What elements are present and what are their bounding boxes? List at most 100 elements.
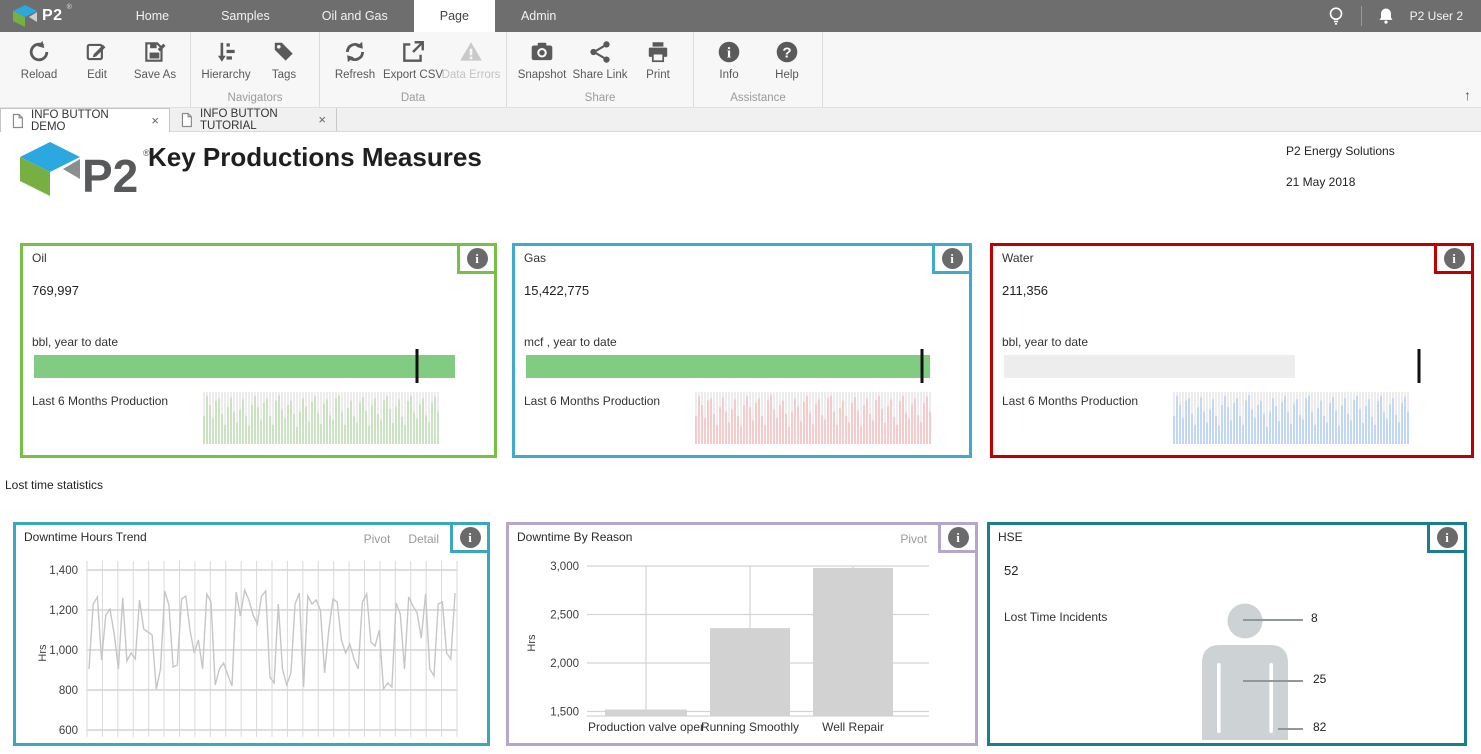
report-date: 21 May 2018: [1286, 175, 1355, 189]
snapshot-button[interactable]: Snapshot: [513, 34, 571, 91]
svg-text:Hrs: Hrs: [37, 644, 49, 662]
sparkline-label: Last 6 Months Production: [524, 394, 660, 408]
hierarchy-label: Hierarchy: [201, 69, 250, 81]
svg-text:P2: P2: [82, 150, 138, 200]
callout-line-head: [1243, 619, 1303, 621]
info-button[interactable]: i: [938, 522, 978, 553]
bullet-fill: [526, 355, 930, 378]
hierarchy-icon: [213, 39, 239, 65]
info-button[interactable]: i: [457, 243, 497, 274]
nav-item-page[interactable]: Page: [414, 0, 495, 32]
person-figure-icon: [1195, 601, 1295, 743]
panel-links: Pivot Detail: [364, 532, 439, 546]
edit-icon: [84, 39, 110, 65]
tab-info-button-demo[interactable]: INFO BUTTON DEMO ×: [0, 108, 170, 132]
data-errors-button[interactable]: Data Errors: [442, 34, 500, 91]
nav-item-home[interactable]: Home: [110, 0, 195, 32]
collapse-ribbon-button[interactable]: ↑: [1464, 87, 1471, 103]
warning-icon: [458, 39, 484, 65]
detail-link[interactable]: Detail: [408, 532, 439, 546]
svg-text:1,000: 1,000: [49, 645, 78, 657]
tab-label: INFO BUTTON TUTORIAL: [200, 108, 311, 132]
hse-label: Lost Time Incidents: [1004, 610, 1107, 624]
topbar-divider: [1361, 6, 1362, 26]
section-label: Lost time statistics: [5, 478, 103, 492]
brand-registered-mark: ®: [67, 4, 72, 11]
info-icon: i: [1444, 248, 1465, 269]
bullet-target-marker: [920, 349, 923, 383]
callout-value-hand: 82: [1313, 720, 1326, 734]
svg-text:1,500: 1,500: [550, 707, 579, 719]
kpi-card-oil: Oil i 769,997 bbl, year to date Last 6 M…: [20, 243, 497, 458]
camera-icon: [529, 39, 555, 65]
hierarchy-button[interactable]: Hierarchy: [197, 34, 255, 91]
export-icon: [400, 39, 426, 65]
share-link-button[interactable]: Share Link: [571, 34, 629, 91]
export-csv-button[interactable]: Export CSV: [384, 34, 442, 91]
info-button[interactable]: i Info: [700, 34, 758, 91]
bullet-target-marker: [1418, 349, 1421, 383]
info-button[interactable]: i: [1434, 243, 1474, 274]
svg-text:Running Smoothly: Running Smoothly: [701, 720, 799, 734]
nav-item-admin[interactable]: Admin: [495, 0, 582, 32]
refresh-button[interactable]: Refresh: [326, 34, 384, 91]
refresh-icon: [342, 39, 368, 65]
info-button[interactable]: i: [450, 522, 490, 553]
svg-text:Production valve oper: Production valve oper: [588, 720, 704, 734]
info-button[interactable]: i: [932, 243, 972, 274]
tag-icon: [271, 39, 297, 65]
callout-value-head: 8: [1311, 611, 1318, 625]
hse-value: 52: [1004, 563, 1018, 578]
svg-text:600: 600: [59, 725, 78, 737]
close-icon[interactable]: ×: [151, 113, 159, 128]
kpi-card-water: Water i 211,356 bbl, year to date Last 6…: [990, 243, 1474, 458]
pivot-link[interactable]: Pivot: [900, 532, 927, 546]
kpi-unit: bbl, year to date: [32, 335, 118, 349]
app-window: P2 ® Home Samples Oil and Gas Page Admin…: [0, 0, 1481, 754]
panel-title: Downtime By Reason: [517, 530, 632, 544]
kpi-card-gas: Gas i 15,422,775 mcf , year to date Last…: [512, 243, 972, 458]
svg-text:3,000: 3,000: [550, 561, 579, 573]
printer-icon: [645, 39, 671, 65]
nav-item-oil-and-gas[interactable]: Oil and Gas: [296, 0, 414, 32]
help-icon: ?: [774, 39, 800, 65]
page-content: P2 ® Key Productions Measures P2 Energy …: [0, 132, 1481, 754]
p2-logo-large: P2 ®: [18, 138, 168, 200]
panel-downtime-by-reason: Downtime By Reason Pivot i 3,0002,5002,0…: [506, 522, 978, 746]
kpi-title: Gas: [524, 251, 546, 265]
close-icon[interactable]: ×: [318, 112, 326, 127]
svg-text:1,400: 1,400: [49, 565, 78, 577]
panel-title: HSE: [998, 530, 1023, 544]
reload-button[interactable]: Reload: [10, 34, 68, 91]
callout-line-hand: [1278, 728, 1303, 730]
bullet-fill: [1004, 355, 1295, 378]
save-as-button[interactable]: Save As: [126, 34, 184, 91]
info-icon: i: [467, 248, 488, 269]
edit-button[interactable]: Edit: [68, 34, 126, 91]
print-button[interactable]: Print: [629, 34, 687, 91]
edit-label: Edit: [87, 69, 107, 81]
nav-item-samples[interactable]: Samples: [195, 0, 296, 32]
kpi-value: 15,422,775: [524, 283, 589, 298]
tags-button[interactable]: Tags: [255, 34, 313, 91]
bullet-chart: [34, 355, 455, 378]
info-label: Info: [719, 69, 738, 81]
panel-links: Pivot: [900, 532, 927, 546]
group-label-navigators: Navigators: [197, 91, 313, 107]
svg-text:i: i: [727, 44, 731, 61]
ribbon-toolbar: Reload Edit Save As Hierarchy: [0, 32, 1481, 108]
group-label-data: Data: [326, 91, 500, 107]
panel-downtime-hours-trend: Downtime Hours Trend Pivot Detail i 1,40…: [13, 522, 490, 746]
p2-logo-small: P2 ®: [0, 0, 82, 32]
info-icon: i: [460, 527, 481, 548]
tab-info-button-tutorial[interactable]: INFO BUTTON TUTORIAL ×: [170, 108, 337, 131]
pivot-link[interactable]: Pivot: [364, 532, 391, 546]
info-button[interactable]: i: [1427, 522, 1467, 553]
help-button[interactable]: ? Help: [758, 34, 816, 91]
production-sparkline: [1173, 392, 1410, 444]
user-menu[interactable]: P2 User 2: [1410, 9, 1463, 23]
svg-text:Well Repair: Well Repair: [822, 720, 884, 734]
document-icon: [180, 112, 193, 128]
lightbulb-icon[interactable]: [1325, 4, 1347, 28]
bell-icon[interactable]: [1376, 5, 1396, 27]
